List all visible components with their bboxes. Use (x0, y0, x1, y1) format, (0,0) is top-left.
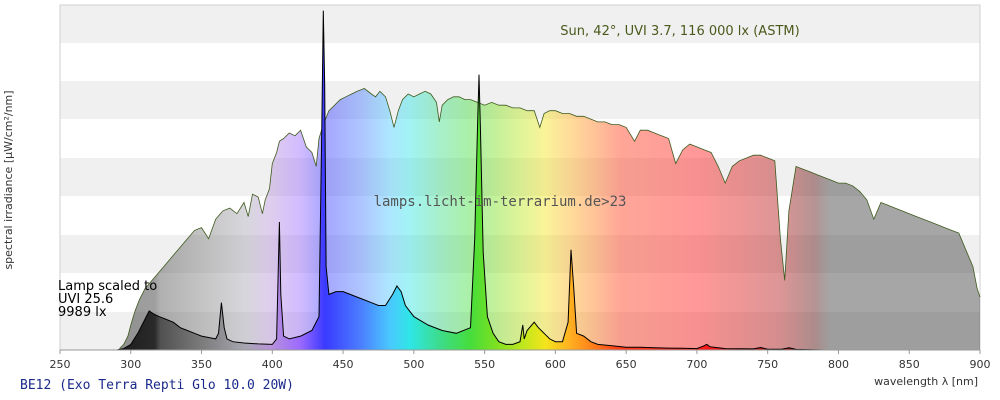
lamp-model-footer: BE12 (Exo Terra Repti Glo 10.0 20W) (20, 378, 294, 393)
sun-spectrum-layer (119, 88, 981, 350)
x-tick-label: 650 (616, 358, 637, 371)
x-tick-label: 750 (757, 358, 778, 371)
x-tick-label: 900 (970, 358, 991, 371)
x-tick-label: 500 (403, 358, 424, 371)
x-axis-label: wavelength λ [nm] (874, 375, 978, 388)
x-tick-label: 850 (899, 358, 920, 371)
x-tick-label: 450 (333, 358, 354, 371)
x-tick-label: 800 (828, 358, 849, 371)
x-tick-label: 550 (474, 358, 495, 371)
x-tick-label: 250 (50, 358, 71, 371)
x-tick-label: 350 (191, 358, 212, 371)
sun-series-label: Sun, 42°, UVI 3.7, 116 000 lx (ASTM) (560, 24, 799, 39)
watermark-text: lamps.licht-im-terrarium.de>23 (374, 194, 627, 210)
y-axis-label: spectral irradiance [µW/cm²/nm] (2, 90, 15, 269)
lamp-spectrum-layer (116, 10, 825, 351)
x-tick-label: 600 (545, 358, 566, 371)
lamp-label-line1: Lamp scaled to (58, 279, 157, 294)
x-axis-ticks: 250 300 350 400 450 500 550 600 650 700 750 800 850 9… (50, 350, 991, 371)
x-tick-label: 400 (262, 358, 283, 371)
x-tick-label: 300 (120, 358, 141, 371)
sun-spectrum-line (119, 88, 981, 349)
lamp-label-line2: UVI 25.6 (58, 292, 113, 307)
sun-spectrum-area (119, 88, 980, 350)
lamp-spectrum-line (116, 10, 825, 351)
grid-band (60, 5, 980, 43)
lamp-label-line3: 9989 lx (58, 305, 107, 320)
x-tick-label: 700 (686, 358, 707, 371)
